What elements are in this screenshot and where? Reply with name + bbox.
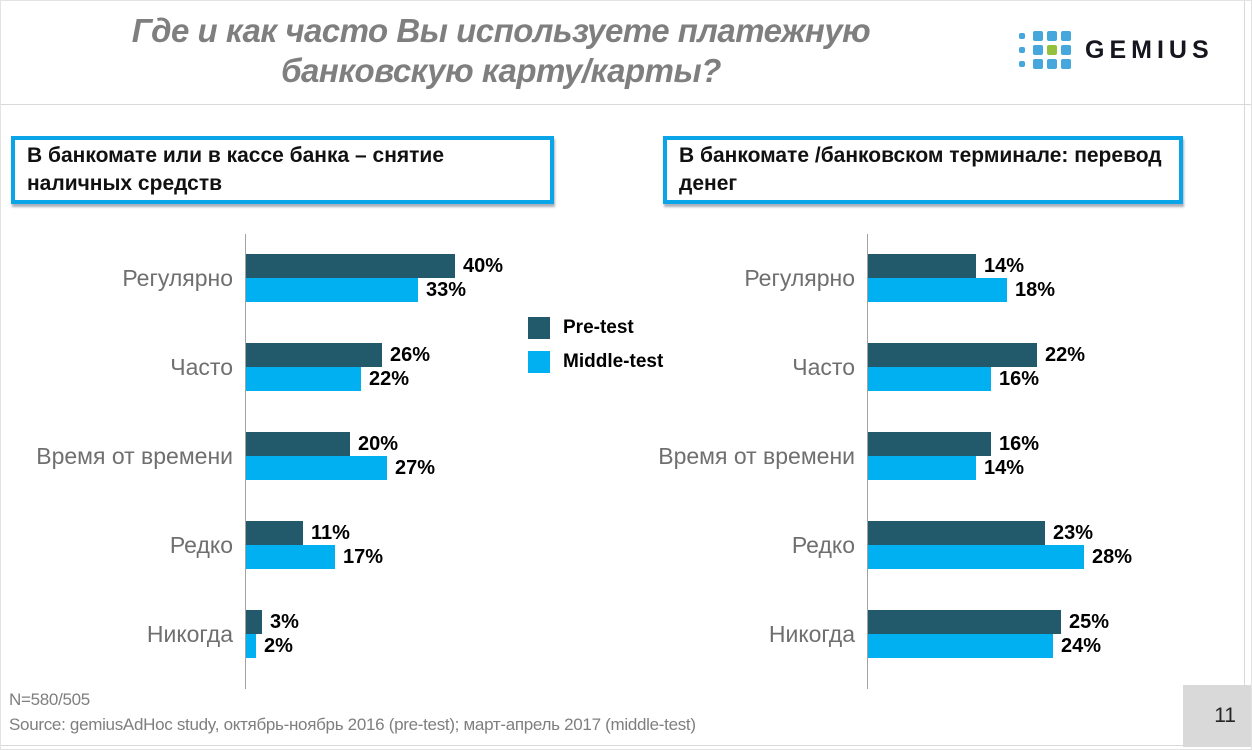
legend-label: Middle-test <box>563 351 664 372</box>
bar-middletest <box>246 634 256 658</box>
category-label: Регулярно <box>122 264 233 291</box>
chart-left: Регулярно 40% 33% Часто 26% 22% Время от време… <box>11 234 651 689</box>
value-label: 11% <box>311 522 350 544</box>
gemius-logo-text: GEMIUS <box>1085 35 1214 64</box>
value-label: 16% <box>999 368 1040 390</box>
gemius-logo-icon <box>1019 31 1071 69</box>
bar-middletest <box>246 278 418 302</box>
bar-pretest <box>246 610 262 634</box>
value-label: 24% <box>1061 635 1102 657</box>
category-label: Никогда <box>768 620 855 647</box>
value-label: 14% <box>984 255 1025 277</box>
bar-middletest <box>868 545 1084 569</box>
value-label: 14% <box>984 457 1025 479</box>
bar-pretest <box>868 254 976 278</box>
page-number-box: 11 <box>1183 685 1251 747</box>
source-note: Source: gemiusAdHoc study, октябрь-ноябр… <box>9 715 696 734</box>
legend-item-middletest: Middle-test <box>528 351 663 373</box>
bar-pretest <box>868 610 1061 634</box>
y-axis-line <box>245 234 246 689</box>
chart-left-header: В банкомате или в кассе банка – снятие н… <box>11 136 554 204</box>
pretest-swatch-icon <box>528 317 550 339</box>
value-label: 27% <box>395 457 436 479</box>
category-label: Редко <box>169 531 233 558</box>
value-label: 3% <box>270 611 299 633</box>
value-label: 22% <box>1045 344 1086 366</box>
sample-size: N=580/505 <box>9 690 90 709</box>
category-label: Часто <box>170 353 233 380</box>
footer: N=580/505 Source: gemiusAdHoc study, окт… <box>9 687 696 737</box>
legend-label: Pre-test <box>563 317 634 338</box>
bar-pretest <box>868 343 1037 367</box>
gemius-logo: GEMIUS <box>1019 31 1214 69</box>
value-label: 40% <box>463 255 504 277</box>
category-label: Время от времени <box>658 442 855 469</box>
middletest-swatch-icon <box>528 351 550 373</box>
slide-right-border <box>1244 1 1245 747</box>
value-label: 33% <box>426 279 467 301</box>
slide-title: Где и как часто Вы используете платежную… <box>61 11 941 91</box>
bar-middletest <box>868 634 1053 658</box>
bar-middletest <box>246 367 361 391</box>
value-label: 16% <box>999 433 1040 455</box>
bar-middletest <box>868 456 976 480</box>
value-label: 22% <box>369 368 410 390</box>
bar-middletest <box>868 278 1007 302</box>
legend: Pre-test Middle-test <box>528 317 663 385</box>
legend-item-pretest: Pre-test <box>528 317 663 339</box>
bar-pretest <box>246 343 382 367</box>
category-label: Часто <box>792 353 855 380</box>
bar-pretest <box>246 254 455 278</box>
category-label: Редко <box>791 531 855 558</box>
value-label: 18% <box>1015 279 1056 301</box>
bar-middletest <box>868 367 991 391</box>
value-label: 25% <box>1069 611 1110 633</box>
value-label: 20% <box>358 433 399 455</box>
value-label: 23% <box>1053 522 1094 544</box>
page-number: 11 <box>1214 704 1236 727</box>
slide-title-line1: Где и как часто Вы используете платежную <box>131 12 871 49</box>
category-label: Никогда <box>146 620 233 647</box>
bar-pretest <box>868 432 991 456</box>
slide-title-line2: банковскую карту/карты? <box>281 52 721 89</box>
value-label: 17% <box>343 546 384 568</box>
value-label: 28% <box>1092 546 1133 568</box>
bar-pretest <box>868 521 1045 545</box>
slide-bottom-border <box>1 745 1251 746</box>
header-strip: Где и как часто Вы используете платежную… <box>1 1 1251 105</box>
chart-right: Регулярно 14% 18% Часто 22% 16% Время от време… <box>641 234 1251 689</box>
category-label: Время от времени <box>36 442 233 469</box>
bar-middletest <box>246 456 387 480</box>
category-label: Регулярно <box>744 264 855 291</box>
bar-middletest <box>246 545 335 569</box>
value-label: 26% <box>390 344 431 366</box>
bar-pretest <box>246 521 303 545</box>
bar-pretest <box>246 432 350 456</box>
value-label: 2% <box>264 635 293 657</box>
chart-right-header: В банкомате /банковском терминале: перев… <box>663 136 1183 204</box>
y-axis-line <box>867 234 868 689</box>
